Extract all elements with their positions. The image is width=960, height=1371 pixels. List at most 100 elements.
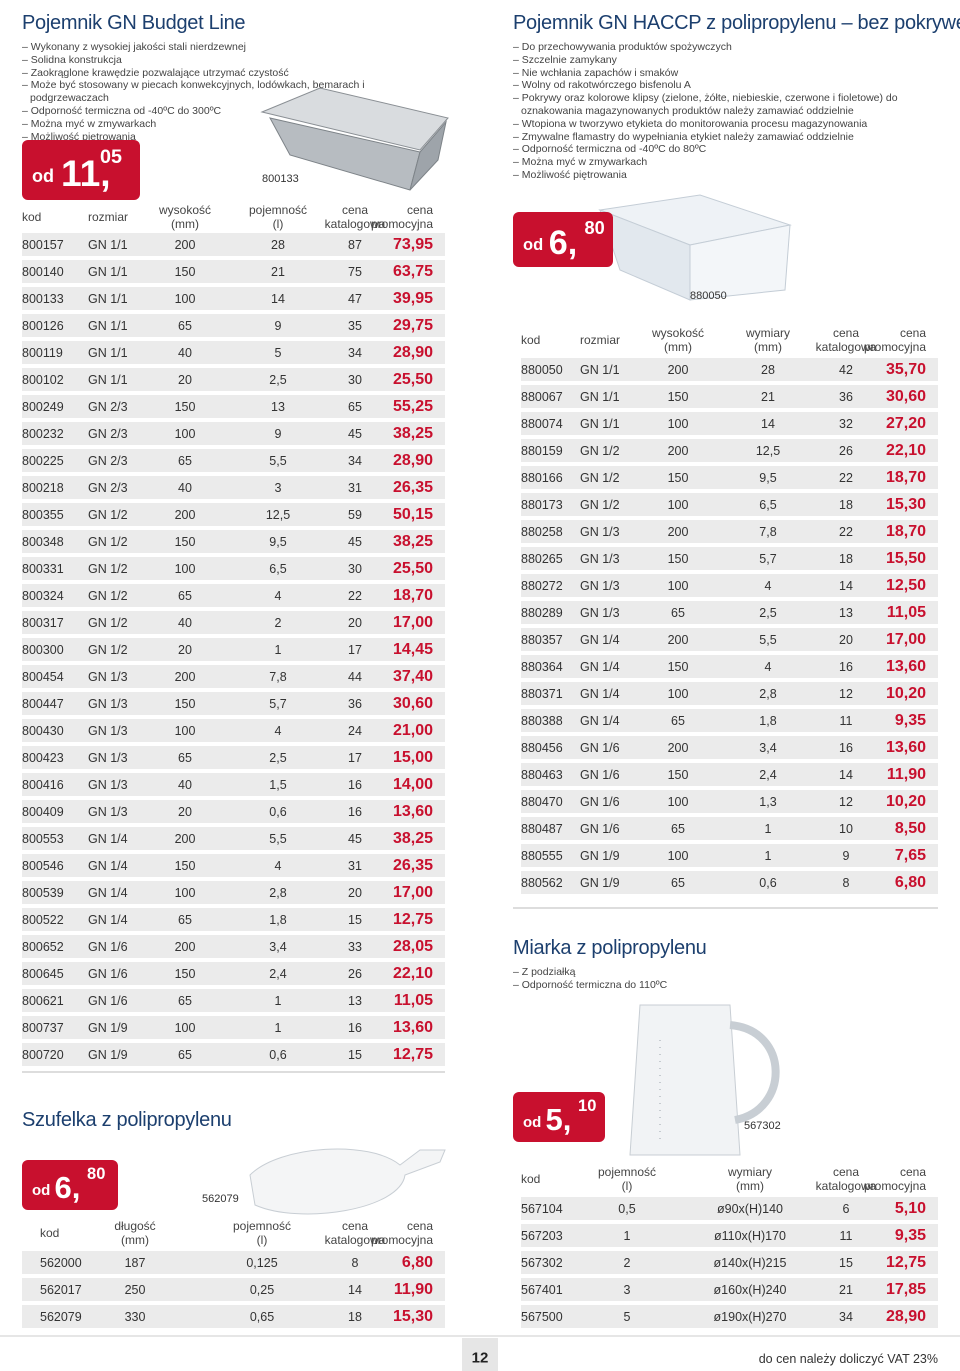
table-cell: GN 1/9 bbox=[580, 876, 620, 890]
price-prefix: od bbox=[523, 1114, 542, 1131]
table-cell: 31 bbox=[348, 481, 362, 495]
table-cell: 11 bbox=[839, 714, 853, 728]
price-badge: od 6, 80 bbox=[22, 1160, 118, 1210]
table-cell: GN 1/3 bbox=[580, 525, 620, 539]
bullet: – Odporność termiczna od -40ºC do 80ºC bbox=[513, 143, 707, 156]
header-line: katalogowa bbox=[324, 217, 386, 231]
column-header: długość (mm) bbox=[114, 1219, 155, 1247]
table-cell: 5,5 bbox=[269, 454, 287, 468]
table-cell: 100 bbox=[667, 687, 689, 701]
row-background bbox=[22, 638, 445, 661]
table-cell: 800720 bbox=[22, 1048, 64, 1062]
table-cell: 40 bbox=[178, 481, 192, 495]
promo-price: 12,75 bbox=[392, 911, 433, 928]
table-cell: 0,25 bbox=[249, 1283, 275, 1297]
table-cell: 800416 bbox=[22, 778, 64, 792]
header-line: cena bbox=[341, 1219, 369, 1233]
header-line: promocyjna bbox=[863, 1179, 926, 1193]
table-cell: 800454 bbox=[22, 670, 64, 684]
promo-price: 11,05 bbox=[393, 992, 433, 1009]
table-cell: 8 bbox=[351, 1256, 359, 1270]
bullet: – Może być stosowany w piecach konwekcyj… bbox=[22, 79, 365, 105]
table-cell: GN 1/6 bbox=[580, 795, 620, 809]
header-line: (l) bbox=[272, 217, 284, 231]
bullet: – Zaokrąglone krawędzie pozwalające utrz… bbox=[22, 66, 289, 79]
header-line: cena bbox=[899, 326, 926, 340]
table-cell: 100 bbox=[174, 292, 196, 306]
table-cell: 9,5 bbox=[759, 471, 777, 485]
promo-price: 28,90 bbox=[885, 1308, 926, 1325]
table-cell: 35 bbox=[348, 319, 362, 333]
table-cell: 16 bbox=[839, 660, 853, 674]
table-cell: 2,8 bbox=[759, 687, 777, 701]
row-background bbox=[521, 1251, 938, 1274]
promo-price: 26,35 bbox=[392, 857, 433, 874]
table-cell: 2 bbox=[623, 1256, 631, 1270]
table-cell: 800317 bbox=[22, 616, 64, 630]
table-cell: 12 bbox=[839, 795, 853, 809]
table-cell: GN 1/2 bbox=[88, 508, 128, 522]
row-background bbox=[22, 1043, 445, 1066]
column-header: cena katalogowa bbox=[325, 1219, 386, 1247]
table-cell: 100 bbox=[667, 579, 689, 593]
table-cell: 880371 bbox=[521, 687, 563, 701]
table-cell: GN 1/2 bbox=[88, 535, 128, 549]
promo-price: 25,50 bbox=[392, 371, 433, 388]
table-cell: 15 bbox=[348, 1048, 362, 1062]
table-cell: 6,5 bbox=[269, 562, 287, 576]
header-line: kod bbox=[521, 333, 541, 347]
table-cell: 800652 bbox=[22, 940, 64, 954]
row-background bbox=[22, 962, 445, 985]
table-cell: 14 bbox=[839, 768, 853, 782]
table-cell: GN 2/3 bbox=[88, 481, 128, 495]
header-line: (mm) bbox=[754, 340, 782, 354]
header-line: cena bbox=[406, 1219, 433, 1233]
promo-price: 18,70 bbox=[885, 469, 926, 486]
table-cell: 880463 bbox=[521, 768, 563, 782]
table-cell: 150 bbox=[174, 265, 196, 279]
table-cell: 880562 bbox=[521, 876, 563, 890]
table-cell: 65 bbox=[178, 913, 192, 927]
table-cell: 800522 bbox=[22, 913, 64, 927]
promo-price: 18,70 bbox=[885, 523, 926, 540]
table-cell: 59 bbox=[348, 508, 362, 522]
table-cell: 16 bbox=[839, 741, 853, 755]
table-cell: 567203 bbox=[521, 1229, 563, 1243]
price-prefix: od bbox=[32, 165, 54, 186]
row-background bbox=[521, 601, 938, 624]
table-cell: 87 bbox=[348, 238, 362, 252]
row-background bbox=[22, 395, 445, 418]
table-cell: GN 1/2 bbox=[88, 616, 128, 630]
table-cell: 9,5 bbox=[269, 535, 287, 549]
header-line: (mm) bbox=[121, 1233, 149, 1247]
table-cell: 36 bbox=[839, 390, 853, 404]
table-cell: GN 1/3 bbox=[580, 606, 620, 620]
table-cell: 150 bbox=[667, 768, 689, 782]
row-background bbox=[521, 358, 938, 381]
table-cell: 1 bbox=[764, 849, 772, 863]
table-cell: 1 bbox=[274, 643, 282, 657]
page-number: 12 bbox=[471, 1349, 489, 1367]
row-background bbox=[22, 530, 445, 553]
promo-price: 21,00 bbox=[392, 722, 433, 739]
table-cell: 562017 bbox=[40, 1283, 82, 1297]
promo-price: 8,50 bbox=[894, 820, 926, 837]
row-background bbox=[521, 1224, 938, 1247]
table-cell: GN 1/3 bbox=[88, 724, 128, 738]
steel-pan-image bbox=[260, 87, 449, 191]
table-cell: GN 1/4 bbox=[580, 714, 620, 728]
bullet: – Odporność termiczna od -40ºC do 300ºC bbox=[22, 104, 222, 117]
table-cell: GN 1/1 bbox=[580, 417, 620, 431]
table-cell: 47 bbox=[348, 292, 362, 306]
table-cell: GN 1/1 bbox=[88, 373, 128, 387]
table-cell: 880289 bbox=[521, 606, 563, 620]
table-cell: 2,8 bbox=[269, 886, 287, 900]
table-cell: GN 1/9 bbox=[88, 1021, 128, 1035]
promo-price: 28,90 bbox=[392, 452, 433, 469]
bullet: – Wtopiona w tworzywo etykieta do monito… bbox=[513, 117, 868, 130]
price-badge: od 5, 10 bbox=[513, 1092, 605, 1142]
table-cell: 330 bbox=[124, 1310, 146, 1324]
table-cell: 800218 bbox=[22, 481, 64, 495]
header-line: wymiary bbox=[728, 1165, 772, 1179]
row-background bbox=[521, 709, 938, 732]
